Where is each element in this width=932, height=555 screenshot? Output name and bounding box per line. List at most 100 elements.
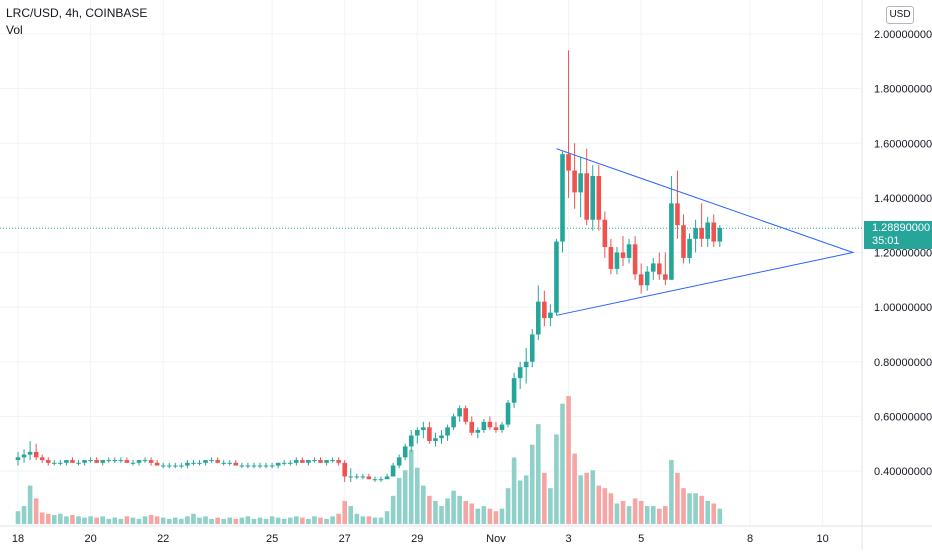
volume-bar — [711, 503, 717, 524]
volume-bar — [39, 512, 45, 524]
candle-body — [542, 301, 547, 319]
volume-bar — [439, 506, 444, 524]
candle-body — [15, 457, 21, 461]
volume-bar — [632, 498, 638, 524]
volume-bar — [699, 495, 704, 524]
time-tick-label: 5 — [638, 533, 644, 545]
volume-bar — [112, 517, 118, 524]
volume-bar — [517, 480, 523, 524]
volume-bar — [197, 517, 202, 524]
volume-bar — [523, 475, 529, 524]
volume-bar — [251, 518, 257, 524]
candle-body — [324, 460, 329, 463]
volume-bar — [360, 516, 366, 524]
volume-bar — [88, 516, 93, 524]
candle-body — [130, 462, 136, 464]
volume-bar — [312, 516, 317, 524]
candle-body — [675, 203, 680, 226]
candle-body — [560, 154, 565, 242]
time-tick-label: 29 — [411, 533, 423, 545]
candle-body — [124, 460, 130, 463]
candle-body — [608, 247, 614, 269]
candle-body — [94, 460, 99, 463]
volume-bar — [451, 490, 456, 524]
candle-body — [421, 427, 426, 431]
candle-body — [281, 462, 287, 464]
candle-body — [517, 367, 523, 379]
time-tick-label: 25 — [266, 533, 278, 545]
candle-body — [584, 173, 589, 220]
volume-bar — [415, 467, 420, 524]
volume-bar — [536, 424, 541, 524]
volume-bar — [493, 511, 499, 524]
volume-bar — [681, 488, 686, 524]
volume-bar — [366, 516, 372, 524]
volume-bar — [669, 460, 674, 524]
volume-bar — [221, 518, 226, 524]
volume-bar — [693, 493, 698, 524]
volume-bar — [227, 517, 233, 524]
candle-body — [384, 476, 390, 480]
volume-bar — [191, 513, 196, 524]
volume-bar — [427, 495, 432, 524]
candle-body — [536, 301, 541, 335]
volume-bar — [179, 518, 184, 524]
volume-bar — [620, 500, 626, 524]
volume-bar — [505, 488, 511, 524]
candle-body — [348, 476, 354, 478]
volume-bar — [572, 453, 577, 524]
candle-body — [203, 460, 208, 463]
volume-bar — [239, 517, 245, 524]
candle-body — [318, 460, 323, 463]
candle-body — [614, 252, 620, 269]
price-tick-label: 0.80000000 — [874, 357, 932, 369]
volume-bar — [372, 517, 378, 524]
candle-body — [390, 465, 396, 477]
volume-bar — [330, 516, 335, 524]
candle-body — [451, 416, 456, 428]
candle-body — [548, 312, 553, 319]
currency-button[interactable]: USD — [886, 6, 914, 24]
volume-bar — [27, 485, 33, 524]
volume-bar — [263, 518, 269, 524]
volume-bar — [717, 508, 723, 524]
volume-bar — [118, 518, 124, 524]
volume-bar — [94, 517, 99, 524]
volume-bar — [245, 516, 251, 524]
candle-body — [64, 460, 69, 463]
volume-bar — [21, 506, 27, 524]
candle-body — [360, 476, 366, 478]
volume-bar — [45, 513, 51, 524]
candle-body — [717, 227, 723, 242]
candle-body — [669, 203, 674, 280]
volume-bar — [64, 516, 69, 524]
volume-bar — [215, 517, 220, 524]
candle-body — [687, 238, 692, 258]
candle-body — [469, 421, 475, 433]
price-tick-label: 0.40000000 — [874, 466, 932, 478]
candle-body — [215, 460, 220, 463]
candle-body — [118, 460, 124, 462]
volume-bar — [499, 508, 505, 524]
volume-bar — [396, 477, 402, 524]
candle-body — [39, 457, 45, 461]
candle-body — [427, 427, 432, 441]
candle-body — [257, 465, 263, 467]
volume-bar — [675, 472, 680, 524]
candle-body — [166, 465, 172, 467]
volume-bar — [185, 516, 190, 524]
volume-bar — [354, 513, 360, 524]
last-price-label: 1.28890000 35:01 — [864, 221, 932, 249]
candle-body — [366, 476, 372, 480]
candle-body — [663, 274, 668, 280]
candle-body — [408, 435, 414, 447]
volume-bar — [626, 506, 632, 524]
volume-bar — [390, 495, 396, 524]
time-tick-label: 18 — [12, 533, 24, 545]
candle-body — [711, 222, 717, 242]
candle-body — [632, 244, 638, 275]
volume-bar — [457, 495, 462, 524]
time-tick-label: 22 — [157, 533, 169, 545]
